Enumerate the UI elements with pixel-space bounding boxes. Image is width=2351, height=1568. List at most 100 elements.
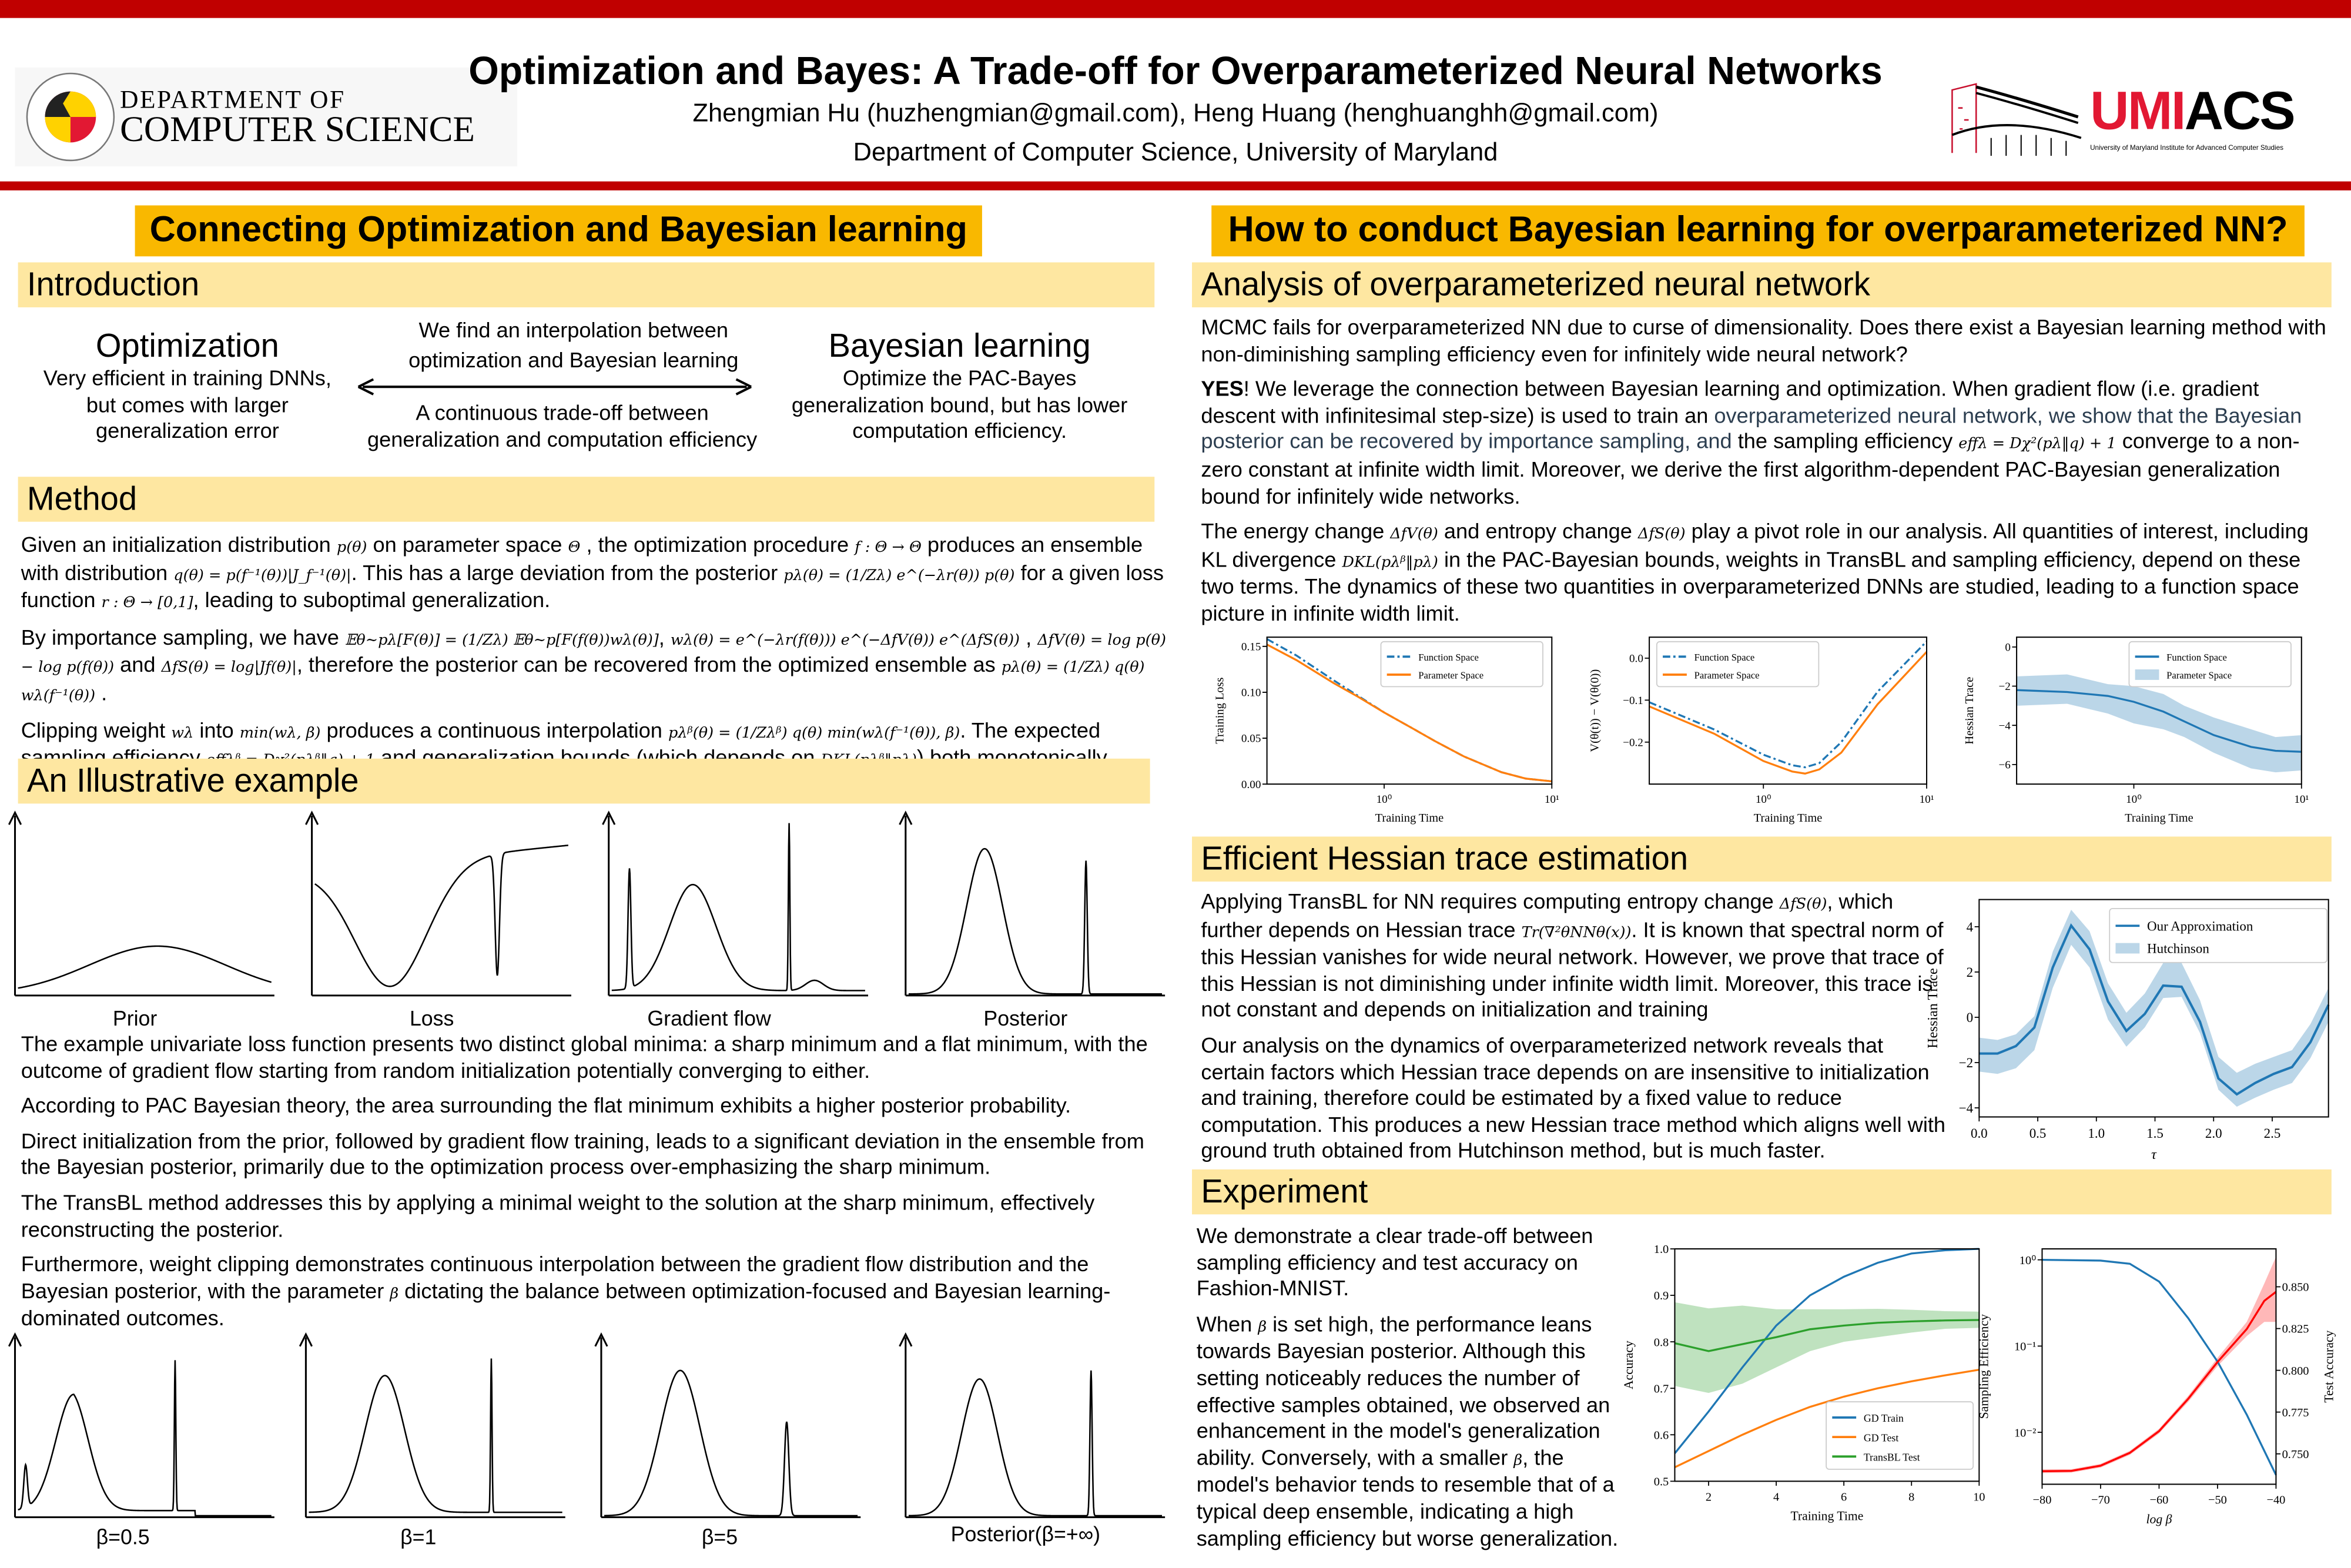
hessian-text: Applying TransBL for NN requires computi… bbox=[1201, 890, 1951, 1175]
x-axis-label: Training Time bbox=[1754, 812, 1823, 825]
y-tick-label: 10⁰ bbox=[2020, 1254, 2037, 1267]
text: , bbox=[658, 626, 671, 651]
y-tick-label: −0.1 bbox=[1623, 695, 1643, 707]
x-axis-label: log β bbox=[2146, 1512, 2172, 1526]
paragraph: Applying TransBL for NN requires computi… bbox=[1201, 890, 1951, 1026]
text: When bbox=[1196, 1313, 1258, 1337]
x-tick-label: 6 bbox=[1841, 1491, 1847, 1504]
legend-label: Our Approximation bbox=[2147, 919, 2253, 933]
x-tick-label: 10⁰ bbox=[1377, 793, 1392, 806]
math-formula: DKL(pλᵝ‖pλ) bbox=[1342, 554, 1438, 571]
math-formula: β bbox=[1258, 1319, 1267, 1336]
text: converge to a non-zero constant at infin… bbox=[1201, 431, 2300, 510]
university-seal-icon bbox=[26, 72, 115, 162]
legend-label: Hutchinson bbox=[2147, 942, 2209, 956]
text: and bbox=[114, 654, 162, 679]
math-formula: wλ(θ) = e^(−λr(f(θ))) e^(−ΔfV(θ)) e^(ΔfS… bbox=[670, 632, 1020, 649]
tradeoff-text: A continuous trade-off between generaliz… bbox=[367, 401, 758, 453]
paragraph: YES! We leverage the connection between … bbox=[1201, 378, 2328, 511]
x-tick-label: 10¹ bbox=[2294, 793, 2309, 806]
y-axis-arrow bbox=[899, 810, 913, 996]
accuracy-chart: 2 4 6 8 10 0.5 0.6 0.7 0.8 0.9 1.0 Training Time Acc… bbox=[1622, 1243, 1985, 1523]
text: By importance sampling, we have bbox=[21, 626, 345, 651]
x-tick-label: 10 bbox=[1973, 1491, 1985, 1504]
y-tick-label: −4 bbox=[1999, 720, 2011, 732]
math-formula: ΔfS(θ) bbox=[1779, 896, 1827, 913]
paragraph: MCMC fails for overparameterized NN due … bbox=[1201, 316, 2328, 369]
beta-0-5-plot bbox=[8, 1332, 274, 1519]
x-tick-label: 2.5 bbox=[2264, 1126, 2281, 1141]
x-tick-label: 1.5 bbox=[2146, 1126, 2164, 1141]
caption-beta-1: β=1 bbox=[400, 1525, 437, 1549]
x-tick-label: 2.0 bbox=[2205, 1126, 2222, 1141]
math-formula: ΔfS(θ) = log|Jf(θ)| bbox=[161, 660, 297, 677]
x-axis-label: Training Time bbox=[1375, 812, 1444, 825]
y2-tick-label: 0.775 bbox=[2282, 1406, 2309, 1419]
y-tick-label: 0.00 bbox=[1241, 779, 1261, 791]
introduction-heading: Introduction bbox=[18, 262, 1155, 307]
math-formula: r : Θ → [0,1] bbox=[101, 595, 193, 612]
math-formula: effλ = Dχ²(pλ‖q) + 1 bbox=[1958, 437, 2116, 454]
right-column-title: How to conduct Bayesian learning for ove… bbox=[1211, 205, 2305, 257]
beta-1-plot bbox=[299, 1332, 565, 1519]
x-tick-label: 10⁰ bbox=[2126, 793, 2142, 806]
math-formula: ΔfV(θ) = log p(θ) − log p(f(θ)) bbox=[21, 632, 1166, 677]
beta-5-plot bbox=[594, 1332, 861, 1519]
posterior-plot bbox=[899, 810, 1166, 997]
math-formula: q(θ) = p(f⁻¹(θ))|J_f⁻¹(θ)| bbox=[173, 567, 351, 584]
y-axis-arrow bbox=[8, 1332, 22, 1517]
loss-plot bbox=[305, 810, 571, 997]
text: We demonstrate a clear trade-off between… bbox=[1196, 1225, 1593, 1302]
legend-label: GD Train bbox=[1864, 1412, 1904, 1424]
paragraph: Direct initialization from the prior, fo… bbox=[21, 1130, 1173, 1183]
plot-frame bbox=[1266, 636, 1553, 785]
cs-department-logo: DEPARTMENT OF COMPUTER SCIENCE bbox=[15, 67, 518, 167]
confidence-band bbox=[2042, 1257, 2276, 1473]
optimization-text: Very efficient in training DNNs, but com… bbox=[43, 367, 331, 444]
math-formula: p(θ) bbox=[336, 540, 367, 557]
x-axis-label: τ bbox=[2151, 1147, 2157, 1162]
paragraph: When β is set high, the performance lean… bbox=[1197, 1313, 1635, 1553]
double-arrow-icon bbox=[357, 378, 752, 396]
series-line bbox=[1674, 1248, 1980, 1454]
legend bbox=[1380, 641, 1543, 688]
prior-plot bbox=[8, 810, 274, 997]
paragraph: The energy change ΔfV(θ) and entropy cha… bbox=[1201, 521, 2328, 629]
x-tick-label: 4 bbox=[1773, 1491, 1779, 1504]
series-line bbox=[1674, 1368, 1980, 1469]
affiliation: Department of Computer Science, Universi… bbox=[853, 138, 1498, 167]
paragraph: Our analysis on the dynamics of overpara… bbox=[1201, 1034, 1951, 1166]
x-axis-label: Training Time bbox=[2125, 812, 2193, 825]
text: , which further depends on Hessian trace bbox=[1201, 890, 1894, 943]
y-tick-label: 2 bbox=[1967, 965, 1973, 980]
density-curve bbox=[309, 1358, 562, 1513]
y-axis-arrow bbox=[594, 1332, 608, 1517]
interpolation-text: We find an interpolation between optimiz… bbox=[408, 319, 739, 374]
density-curve bbox=[314, 845, 568, 987]
header-red-bar bbox=[0, 181, 2351, 190]
y-tick-label: 0.10 bbox=[1241, 687, 1261, 699]
legend-label: TransBL Test bbox=[1864, 1451, 1920, 1463]
top-red-bar bbox=[0, 0, 2351, 18]
text: dictating the balance between optimizati… bbox=[21, 1279, 1111, 1332]
series-line bbox=[2042, 1258, 2277, 1476]
umiacs-tagline: University of Maryland Institute for Adv… bbox=[2090, 143, 2284, 152]
text: the sampling efficiency bbox=[1732, 431, 1959, 455]
y-tick-label: 0 bbox=[2005, 642, 2011, 654]
text: into bbox=[193, 719, 240, 743]
y-tick-label: 0.9 bbox=[1654, 1289, 1669, 1302]
caption-prior: Prior bbox=[112, 1006, 158, 1030]
x-tick-label: −40 bbox=[2266, 1494, 2285, 1507]
text: , leading to suboptimal generalization. bbox=[193, 589, 551, 614]
x-tick-label: −80 bbox=[2033, 1494, 2052, 1507]
x-tick-label: 10¹ bbox=[1920, 793, 1934, 806]
y-tick-label: 0.15 bbox=[1241, 641, 1261, 653]
y-tick-label: 0.8 bbox=[1654, 1336, 1669, 1349]
highlighted-text: overparameterized neural network, we sho… bbox=[1201, 404, 2302, 455]
math-formula: pλ(θ) = (1/Zλ) q(θ) wλ(f⁻¹(θ)) bbox=[21, 660, 1145, 705]
sampling-efficiency-chart: −80 −70 −60 −50 −40 10⁻² 10⁻¹ 10⁰ 0.750 0.775 0.80… bbox=[1979, 1248, 2336, 1526]
y-tick-label: 0.7 bbox=[1654, 1382, 1669, 1395]
confidence-band bbox=[1979, 909, 2329, 1107]
y-axis-arrow bbox=[305, 810, 319, 996]
